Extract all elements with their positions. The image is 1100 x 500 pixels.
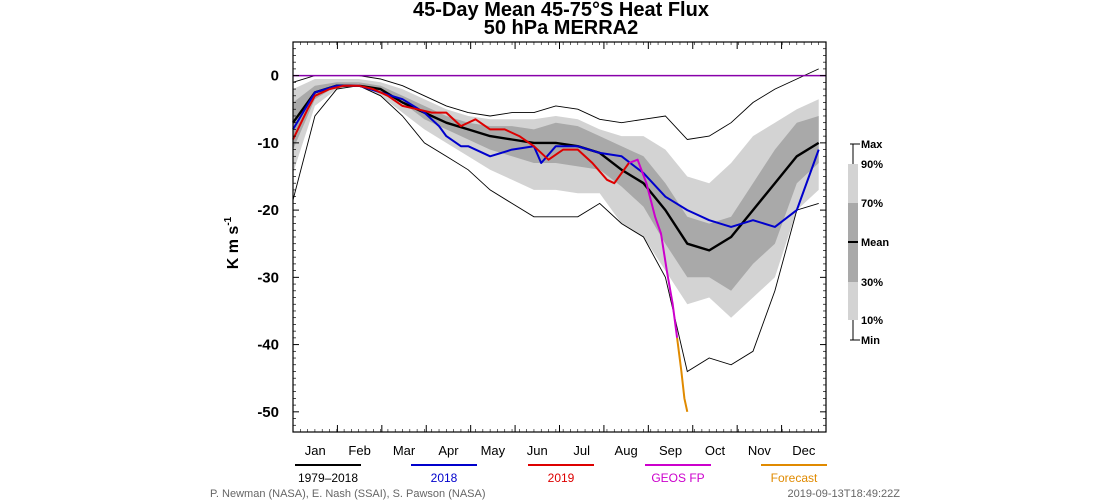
month-label: Sep (659, 443, 682, 458)
y-tick-label: -10 (257, 135, 279, 152)
y-axis: 0 -10 -20 -30 -40 -50 (257, 41, 826, 433)
band-legend-label: 70% (861, 198, 883, 210)
month-label: Mar (393, 443, 416, 458)
month-label: Nov (748, 443, 772, 458)
legend-label: 1979–2018 (298, 471, 358, 485)
y-tick-label: -20 (257, 202, 279, 219)
band-legend-label: 90% (861, 159, 883, 171)
band-legend-label: 30% (861, 277, 883, 289)
month-label: Aug (615, 443, 638, 458)
month-label: Jan (305, 443, 326, 458)
legend-label: Forecast (771, 471, 818, 485)
month-label: Jul (573, 443, 590, 458)
month-label: Oct (705, 443, 726, 458)
x-axis: Jan Feb Mar Apr May Jun Jul Aug Sep Oct Nov Dec (292, 42, 827, 458)
y-tick-label: -50 (257, 404, 279, 421)
series-2018-line (292, 84, 820, 228)
legend-label: GEOS FP (651, 471, 704, 485)
credit-authors: P. Newman (NASA), E. Nash (SSAI), S. Paw… (210, 488, 486, 500)
month-label: Apr (438, 443, 459, 458)
band-legend-label: Max (861, 139, 883, 151)
max-line (292, 68, 819, 140)
forecast-line (676, 337, 689, 413)
percentile-bands (292, 68, 819, 373)
mean-1979-2018-line (292, 84, 820, 252)
band-30-70 (293, 82, 819, 291)
geos-fp-line (628, 158, 679, 339)
band-legend-label: Mean (861, 237, 889, 249)
month-label: Jun (527, 443, 548, 458)
chart-title-line1: 45-Day Mean 45-75°S Heat Flux (413, 0, 709, 21)
month-label: May (481, 443, 506, 458)
y-axis-label: K m s-1 (223, 216, 242, 269)
band-legend: Max 90% 70% Mean 30% 10% Min (848, 139, 889, 347)
band-legend-label: Min (861, 335, 880, 347)
y-tick-label: 0 (271, 68, 279, 85)
y-tick-label: -40 (257, 337, 279, 354)
series-legend: 1979–2018 2018 2019 GEOS FP Forecast (295, 464, 827, 485)
month-label: Dec (792, 443, 816, 458)
series-lines (292, 74, 826, 413)
y-tick-label: -30 (257, 269, 279, 286)
chart-title-line2: 50 hPa MERRA2 (484, 17, 639, 39)
credit-timestamp: 2019-09-13T18:49:22Z (787, 488, 900, 500)
legend-label: 2019 (548, 471, 575, 485)
legend-label: 2018 (431, 471, 458, 485)
band-legend-label: 10% (861, 315, 883, 327)
month-label: Feb (348, 443, 370, 458)
series-2019-line (292, 84, 630, 185)
min-line (292, 85, 819, 373)
